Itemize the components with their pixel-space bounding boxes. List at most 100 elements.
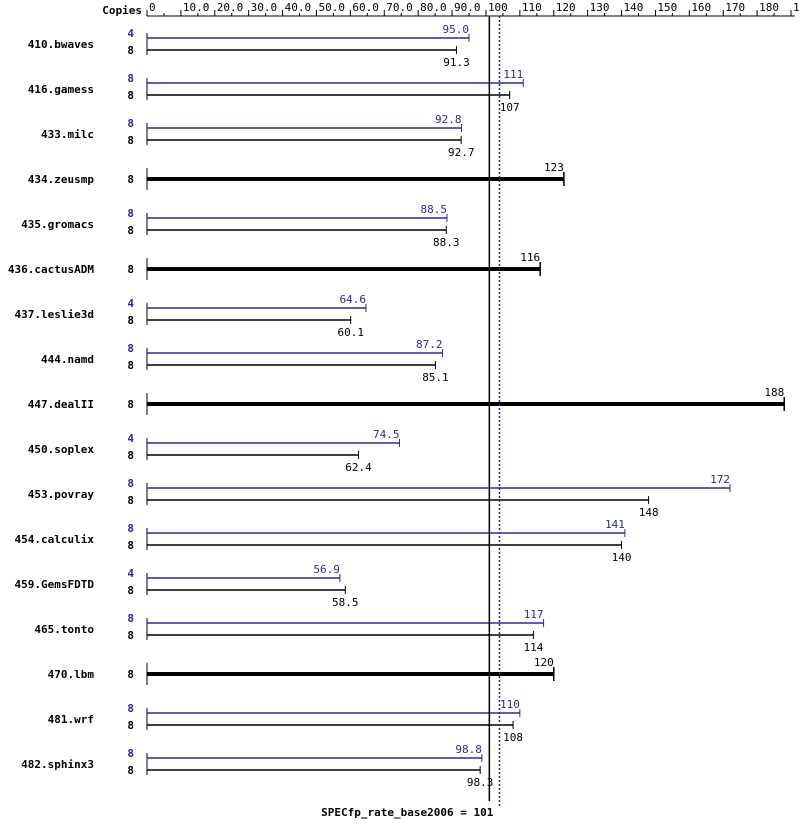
benchmark-row: 482.sphinx3 8 98.8 8 98.3 xyxy=(21,743,493,789)
benchmark-row: 436.cactusADM 8 116 xyxy=(8,251,541,280)
peak-value-label: 172 xyxy=(710,473,730,486)
x-tick-label: 0 xyxy=(149,1,156,14)
x-tick-label: 140 xyxy=(624,1,644,14)
peak-copies: 4 xyxy=(127,27,134,40)
peak-copies: 4 xyxy=(127,297,134,310)
benchmark-row: 453.povray 8 172 8 148 xyxy=(28,473,731,519)
benchmark-label: 482.sphinx3 xyxy=(21,758,94,771)
benchmark-row: 435.gromacs 8 88.5 8 88.3 xyxy=(21,203,459,249)
peak-copies: 8 xyxy=(127,117,134,130)
base-value-label: 91.3 xyxy=(443,56,470,69)
base-value-label: 120 xyxy=(534,656,554,669)
x-tick-label: 50.0 xyxy=(318,1,345,14)
x-tick-label: 100 xyxy=(488,1,508,14)
peak-value-label: 56.9 xyxy=(313,563,340,576)
peak-value-label: 111 xyxy=(503,68,523,81)
benchmark-row: 481.wrf 8 110 8 108 xyxy=(48,698,523,744)
base-copies: 8 xyxy=(127,668,134,681)
benchmark-label: 416.gamess xyxy=(28,83,94,96)
peak-value-label: 141 xyxy=(605,518,625,531)
peak-value-label: 64.6 xyxy=(339,293,366,306)
peak-copies: 8 xyxy=(127,747,134,760)
base-copies: 8 xyxy=(127,449,134,462)
base-copies: 8 xyxy=(127,629,134,642)
benchmark-row: 434.zeusmp 8 123 xyxy=(28,161,565,190)
base-value-label: 88.3 xyxy=(433,236,460,249)
benchmark-row: 447.dealII 8 188 xyxy=(28,386,785,415)
x-tick-label: 110 xyxy=(522,1,542,14)
benchmark-label: 450.soplex xyxy=(28,443,95,456)
x-tick-label: 190 xyxy=(793,1,799,14)
benchmark-row: 450.soplex 4 74.5 8 62.4 xyxy=(28,428,401,474)
benchmark-label: 453.povray xyxy=(28,488,95,501)
peak-value-label: 87.2 xyxy=(416,338,443,351)
benchmark-row: 437.leslie3d 4 64.6 8 60.1 xyxy=(15,293,367,339)
copies-header: Copies xyxy=(102,4,142,17)
x-tick-label: 170 xyxy=(725,1,745,14)
peak-value-label: 117 xyxy=(524,608,544,621)
peak-copies: 8 xyxy=(127,702,134,715)
peak-copies: 8 xyxy=(127,522,134,535)
benchmark-row: 465.tonto 8 117 8 114 xyxy=(34,608,545,654)
base-value-label: 108 xyxy=(503,731,523,744)
base-copies: 8 xyxy=(127,764,134,777)
peak-value-label: 95.0 xyxy=(443,23,470,36)
benchmark-label: 465.tonto xyxy=(34,623,94,636)
base-value-label: 123 xyxy=(544,161,564,174)
base-copies: 8 xyxy=(127,539,134,552)
base-copies: 8 xyxy=(127,584,134,597)
peak-copies: 8 xyxy=(127,207,134,220)
peak-value-label: 88.5 xyxy=(420,203,447,216)
benchmark-label: 481.wrf xyxy=(48,713,94,726)
base-value-label: 107 xyxy=(500,101,520,114)
base-value-label: 60.1 xyxy=(337,326,364,339)
base-value-label: 92.7 xyxy=(448,146,475,159)
benchmark-row: 470.lbm 8 120 xyxy=(48,656,555,685)
base-copies: 8 xyxy=(127,719,134,732)
base-value-label: 188 xyxy=(764,386,784,399)
benchmark-label: 444.namd xyxy=(41,353,94,366)
base-value-label: 114 xyxy=(523,641,543,654)
benchmark-row: 459.GemsFDTD 4 56.9 8 58.5 xyxy=(15,563,359,609)
benchmark-label: 436.cactusADM xyxy=(8,263,94,276)
peak-copies: 4 xyxy=(127,432,134,445)
base-copies: 8 xyxy=(127,494,134,507)
benchmark-row: 433.milc 8 92.8 8 92.7 xyxy=(41,113,474,159)
benchmark-rows: 410.bwaves 4 95.0 8 91.3 416.gamess 8 111 8 107 43… xyxy=(8,23,785,789)
peak-copies: 8 xyxy=(127,612,134,625)
benchmark-row: 444.namd 8 87.2 8 85.1 xyxy=(41,338,449,384)
base-value-label: 62.4 xyxy=(345,461,372,474)
base-reference-label: SPECfp_rate_base2006 = 101 xyxy=(321,806,494,819)
peak-copies: 8 xyxy=(127,477,134,490)
benchmark-label: 410.bwaves xyxy=(28,38,94,51)
x-tick-label: 10.0 xyxy=(183,1,210,14)
peak-copies: 4 xyxy=(127,567,134,580)
benchmark-label: 435.gromacs xyxy=(21,218,94,231)
reference-lines: SPECfp_rate_base2006 = 101SPECfp_rate200… xyxy=(321,16,569,831)
benchmark-row: 416.gamess 8 111 8 107 xyxy=(28,68,524,114)
peak-value-label: 92.8 xyxy=(435,113,462,126)
x-tick-label: 30.0 xyxy=(251,1,278,14)
peak-value-label: 98.8 xyxy=(455,743,482,756)
benchmark-label: 433.milc xyxy=(41,128,94,141)
peak-value-label: 74.5 xyxy=(373,428,400,441)
base-value-label: 85.1 xyxy=(422,371,449,384)
x-tick-label: 70.0 xyxy=(386,1,413,14)
base-value-label: 58.5 xyxy=(332,596,359,609)
benchmark-label: 459.GemsFDTD xyxy=(15,578,95,591)
benchmark-label: 447.dealII xyxy=(28,398,94,411)
peak-copies: 8 xyxy=(127,72,134,85)
benchmark-label: 434.zeusmp xyxy=(28,173,95,186)
x-tick-label: 150 xyxy=(657,1,677,14)
x-tick-label: 60.0 xyxy=(352,1,379,14)
base-copies: 8 xyxy=(127,173,134,186)
base-copies: 8 xyxy=(127,263,134,276)
base-copies: 8 xyxy=(127,134,134,147)
base-value-label: 148 xyxy=(639,506,659,519)
base-value-label: 98.3 xyxy=(467,776,494,789)
x-tick-label: 160 xyxy=(691,1,711,14)
base-value-label: 116 xyxy=(520,251,540,264)
benchmark-row: 410.bwaves 4 95.0 8 91.3 xyxy=(28,23,470,69)
base-copies: 8 xyxy=(127,359,134,372)
